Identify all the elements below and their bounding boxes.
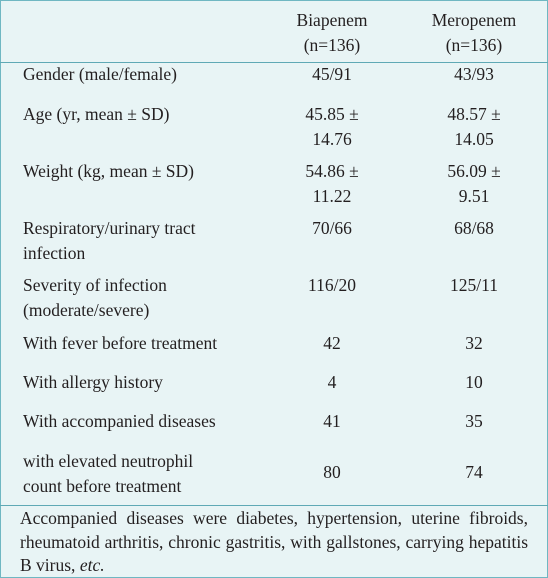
cell-neutrophil-meropenem: 74 — [465, 462, 483, 482]
footnote-etc: etc. — [79, 555, 105, 575]
cell-weight-biapenem: 54.86 ± 11.22 — [305, 161, 359, 206]
cell-allergy-meropenem: 10 — [465, 372, 483, 392]
col-header-meropenem: Meropenem (n=136) — [404, 8, 544, 58]
col-header-biapenem: Biapenem (n=136) — [262, 8, 402, 58]
row-label-fever: With fever before treatment — [23, 333, 218, 353]
row-label-age: Age (yr, mean ± SD) — [23, 104, 170, 124]
cell-fever-meropenem: 32 — [465, 333, 483, 353]
col-header-biapenem-n: (n=136) — [303, 35, 361, 55]
cell-infection-site-biapenem: 70/66 — [312, 218, 352, 238]
row-label-allergy: With allergy history — [23, 372, 163, 392]
cell-neutrophil-biapenem: 80 — [323, 462, 341, 482]
row-label-infection-site: Respiratory/urinary tract infection — [23, 218, 196, 263]
cell-infection-site-meropenem: 68/68 — [454, 218, 494, 238]
col-header-biapenem-name: Biapenem — [296, 10, 368, 30]
table-footnote: Accompanied diseases were diabetes, hype… — [20, 507, 528, 578]
row-label-severity: Severity of infection (moderate/severe) — [23, 275, 167, 320]
cell-accompanied-diseases-biapenem: 41 — [323, 411, 341, 431]
cell-gender-biapenem: 45/91 — [312, 64, 352, 84]
row-label-neutrophil: with elevated neutrophil count before tr… — [23, 451, 194, 496]
footnote-divider — [0, 505, 548, 506]
row-label-accompanied-diseases: With accompanied diseases — [23, 411, 216, 431]
col-header-meropenem-name: Meropenem — [431, 10, 517, 30]
row-label-weight: Weight (kg, mean ± SD) — [23, 161, 195, 181]
cell-age-meropenem: 48.57 ± 14.05 — [447, 104, 501, 149]
cell-accompanied-diseases-meropenem: 35 — [465, 411, 483, 431]
cell-fever-biapenem: 42 — [323, 333, 341, 353]
row-label-gender: Gender (male/female) — [23, 64, 178, 84]
cell-severity-biapenem: 116/20 — [308, 275, 356, 295]
cell-severity-meropenem: 125/11 — [450, 275, 498, 295]
cell-age-biapenem: 45.85 ± 14.76 — [305, 104, 359, 149]
cell-gender-meropenem: 43/93 — [454, 64, 494, 84]
col-header-meropenem-n: (n=136) — [445, 35, 503, 55]
cell-allergy-biapenem: 4 — [327, 372, 337, 392]
table-header: Biapenem (n=136) Meropenem (n=136) — [0, 0, 548, 63]
footnote-text: Accompanied diseases were diabetes, hype… — [20, 508, 528, 575]
cell-weight-meropenem: 56.09 ± 9.51 — [447, 161, 501, 206]
